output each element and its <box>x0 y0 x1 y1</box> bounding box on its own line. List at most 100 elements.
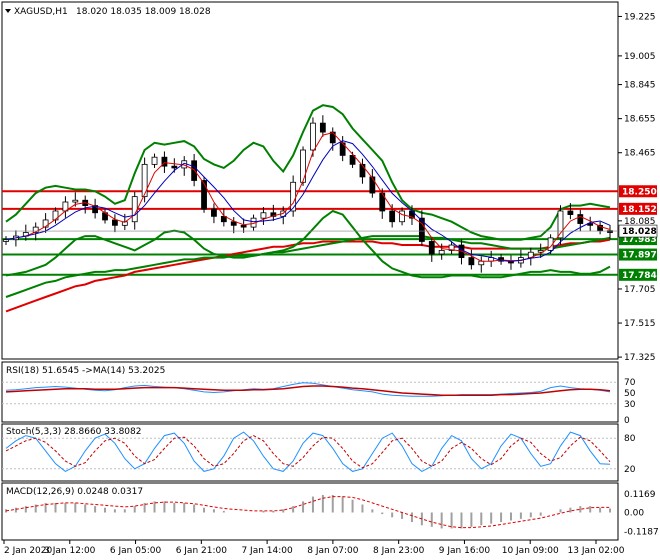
y-tick-label: 17.705 <box>624 285 656 295</box>
candle-body <box>597 224 603 232</box>
y-tick-label: 18.845 <box>624 81 656 91</box>
candle-body <box>468 257 475 266</box>
y-tick-label: 19.225 <box>624 12 656 22</box>
ma-green-line <box>5 235 611 298</box>
candle-body <box>131 196 138 223</box>
rsi-tick-label: 30 <box>624 400 636 410</box>
rsi-line <box>5 382 611 397</box>
candle-body <box>418 217 425 242</box>
candle-body <box>300 149 306 183</box>
candle-body <box>607 230 613 233</box>
rsi-tick-label: 50 <box>624 389 636 399</box>
candle-body <box>577 214 584 224</box>
x-tick-label: 7 Jan 14:00 <box>241 546 293 556</box>
band-lower-line <box>5 209 611 279</box>
y-tick-label: 19.005 <box>624 52 656 62</box>
band-upper-line <box>5 104 611 241</box>
candle-body <box>557 210 564 239</box>
macd-tick-label: -0.1187 <box>624 527 659 537</box>
x-tick-label: 2 Jan 2020 <box>4 546 52 556</box>
candle-body <box>92 205 99 214</box>
candle-body <box>240 224 247 228</box>
x-tick-label: 8 Jan 07:00 <box>307 546 359 556</box>
level-label: 18.152 <box>622 205 657 215</box>
ma-mid-line <box>5 140 611 263</box>
candle-body <box>448 244 455 251</box>
macd-tick-label: 0.00 <box>624 509 644 519</box>
stoch-label: Stoch(5,3,3) 28.8660 33.8082 <box>6 427 141 437</box>
candle-body <box>191 160 198 181</box>
stoch-panel-frame <box>1 423 619 482</box>
y-tick-label: 17.325 <box>624 353 656 363</box>
candle-body <box>329 131 336 144</box>
level-label-box <box>619 202 657 215</box>
macd-plot-layer <box>5 494 611 529</box>
candle-body <box>290 181 297 212</box>
y-tick-label: 18.655 <box>624 115 656 125</box>
candle-body <box>369 176 376 194</box>
candle-body <box>201 180 207 210</box>
rsi-label: RSI(18) 51.6545 ->MA(14) 53.2025 <box>6 366 165 376</box>
x-tick-label: 10 Jan 09:00 <box>502 546 559 556</box>
rsi-plot-layer <box>2 381 618 405</box>
level-label-box <box>619 268 657 281</box>
candle-body <box>319 122 326 133</box>
level-label: 17.897 <box>622 251 657 261</box>
macd-signal-line <box>5 496 610 529</box>
x-tick-label: 3 Jan 12:00 <box>44 546 96 556</box>
stoch-tick-label: 80 <box>624 434 636 444</box>
candle-body <box>112 219 118 226</box>
y-tick-label: 18.085 <box>624 217 656 227</box>
candle-body <box>349 154 356 165</box>
candle-body <box>478 260 485 266</box>
rsi-ma-line <box>5 385 611 396</box>
candle-body <box>230 221 237 226</box>
stoch-plot-layer <box>2 431 618 472</box>
rsi-tick-label: 70 <box>624 378 636 388</box>
candle-body <box>42 219 49 228</box>
level-label-box <box>619 185 657 198</box>
x-tick-label: 8 Jan 23:00 <box>373 546 425 556</box>
x-tick-label: 9 Jan 16:00 <box>439 546 491 556</box>
candle-body <box>310 122 316 151</box>
symbol-header: XAGUSD,H1 <box>14 7 68 17</box>
candle-body <box>151 156 158 165</box>
candle-body <box>587 223 594 226</box>
candle-body <box>211 208 217 217</box>
candle-body <box>141 163 148 198</box>
current-price-box <box>618 224 658 238</box>
candle-body <box>72 199 79 203</box>
level-label: 17.983 <box>622 235 657 245</box>
x-tick-label: 6 Jan 21:00 <box>176 546 228 556</box>
candle-body <box>270 212 277 217</box>
level-label: 17.784 <box>622 271 657 281</box>
level-label: 18.250 <box>622 187 657 197</box>
candle-body <box>3 239 9 242</box>
axis-layer: 19.225 19.005 18.845 18.655 18.465 18.085 17.7… <box>3 12 659 556</box>
candle-body <box>52 210 59 221</box>
rsi-panel-frame <box>1 361 619 423</box>
candle-body <box>359 163 366 178</box>
rsi-tick-label: 0 <box>624 416 630 426</box>
main-panel-frame <box>1 1 619 360</box>
candle-body <box>438 250 445 255</box>
y-tick-label: 17.515 <box>624 319 656 329</box>
x-tick-label: 6 Jan 05:00 <box>110 546 162 556</box>
candle-body <box>260 212 267 219</box>
candle-body <box>171 165 178 169</box>
stoch-tick-label: 20 <box>624 465 636 475</box>
x-tick-label: 13 Jan 02:00 <box>568 546 625 556</box>
candle-body <box>161 156 168 167</box>
candle-body <box>399 210 405 223</box>
symbol-dropdown-icon[interactable] <box>5 9 11 13</box>
y-tick-label: 18.465 <box>624 149 656 159</box>
level-label-box <box>619 248 657 261</box>
macd-tick-label: 0.1169 <box>624 490 656 500</box>
ohlc-header: 18.020 18.035 18.009 18.028 <box>76 7 211 17</box>
price-plot-layer <box>2 104 618 313</box>
candle-body <box>567 210 574 215</box>
macd-label: MACD(12,26,9) 0.0248 0.0317 <box>6 487 143 497</box>
candle-body <box>389 210 396 223</box>
stoch-d-line <box>5 435 611 469</box>
